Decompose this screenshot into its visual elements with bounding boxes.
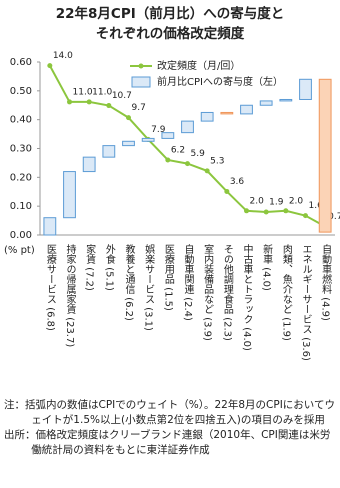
bar: [122, 140, 135, 147]
x-tick-label: 持家の帰属家賃 (23.7): [64, 243, 76, 348]
y-unit: (% pt): [4, 245, 35, 256]
point: [67, 99, 72, 105]
x-tick-label: その他調理食品 (2.3): [221, 244, 233, 341]
bar: [318, 78, 332, 233]
bar: [161, 132, 175, 139]
x-tick-label: 医療用品 (1.5): [162, 244, 174, 311]
x-tick-label: 娯楽サービス (3.1): [143, 243, 155, 331]
data-label: 9.7: [132, 103, 146, 113]
point: [185, 161, 190, 167]
legend-label: 改定頻度（月/回）: [157, 59, 240, 72]
x-tick-label: 教養と通信 (6.2): [123, 243, 135, 321]
y-tick-label: 0.20: [10, 172, 32, 183]
point: [106, 103, 112, 109]
point: [86, 99, 92, 105]
bar: [220, 111, 234, 115]
y-tick-label: 0.50: [10, 86, 32, 97]
y-tick-label: 0.60: [10, 57, 32, 68]
point: [303, 213, 308, 219]
bar: [200, 111, 214, 122]
x-tick-label: エネルギーサービス (3.6): [300, 244, 312, 361]
bar: [102, 145, 116, 158]
x-tick-label: 中古車とトラック (4.0): [241, 243, 253, 351]
point: [224, 188, 230, 194]
y-tick-label: 0.00: [10, 230, 32, 241]
bar: [141, 137, 155, 142]
chart-title: 22年8月CPI（前月比）への寄与度と: [56, 5, 285, 22]
data-label: 2.0: [289, 196, 304, 206]
data-label: 2.0: [250, 196, 265, 206]
data-label: 14.0: [53, 51, 73, 61]
note: 出所：価格改定頻度はクリーブランド連銀（2010年、CPI関連は米労働統計局の資…: [4, 429, 331, 456]
x-tick-label: 自動車燃料 (4.9): [320, 243, 332, 321]
bar: [259, 100, 273, 106]
chart: 22年8月CPI（前月比）への寄与度と それぞれの価格改定頻度 (% pt) 0…: [4, 5, 340, 361]
data-label: 1.9: [269, 198, 284, 208]
x-tick-label: 新車 (4.0): [261, 243, 273, 291]
bar: [63, 171, 76, 219]
x-tick-label: 肉類、魚介など (1.9): [280, 243, 292, 341]
bar: [279, 98, 293, 102]
bar: [299, 78, 312, 100]
x-tick-label: 医療サービス (6.8): [44, 244, 56, 331]
data-label: 3.6: [230, 177, 245, 187]
bar: [82, 156, 96, 173]
data-label: 6.2: [171, 145, 185, 155]
bar: [43, 217, 57, 236]
data-label: 5.9: [191, 149, 206, 159]
data-label: 1.6: [309, 201, 324, 211]
x-tick-label: 自動車関連 (2.4): [182, 243, 194, 321]
point: [47, 63, 53, 69]
x-tick-label: 家賃 (7.2): [84, 243, 96, 291]
legend-label: 前月比CPIへの寄与度（左）: [157, 75, 283, 88]
y-tick-label: 0.10: [10, 201, 32, 212]
y-tick-label: 0.40: [10, 115, 32, 126]
point: [244, 208, 249, 214]
data-label: 5.3: [210, 156, 224, 166]
data-label: 11.0: [73, 87, 93, 97]
bar: [240, 104, 253, 115]
chart-title: それぞれの価格改定頻度: [96, 25, 245, 42]
legend-swatch: [138, 63, 144, 69]
x-tick-label: 室内装備品など (3.9): [202, 243, 214, 341]
note: 注：括弧内の数値はCPIでのウェイト（%）。22年8月のCPIにおいてウェイトが…: [4, 399, 335, 426]
notes: 注：括弧内の数値はCPIでのウェイト（%）。22年8月のCPIにおいてウェイトが…: [4, 398, 336, 458]
bar: [181, 120, 194, 134]
data-label: 10.7: [112, 91, 132, 101]
point: [263, 209, 269, 215]
data-label: 7.9: [151, 125, 166, 135]
point: [165, 157, 171, 163]
y-tick-label: 0.30: [10, 144, 32, 155]
x-tick-label: 外食 (5.1): [103, 244, 115, 291]
legend-swatch: [131, 76, 151, 88]
point: [283, 208, 289, 214]
data-label: 0.7: [328, 212, 340, 222]
point: [204, 168, 210, 174]
data-label: 11.0: [92, 87, 112, 97]
point: [126, 115, 131, 121]
